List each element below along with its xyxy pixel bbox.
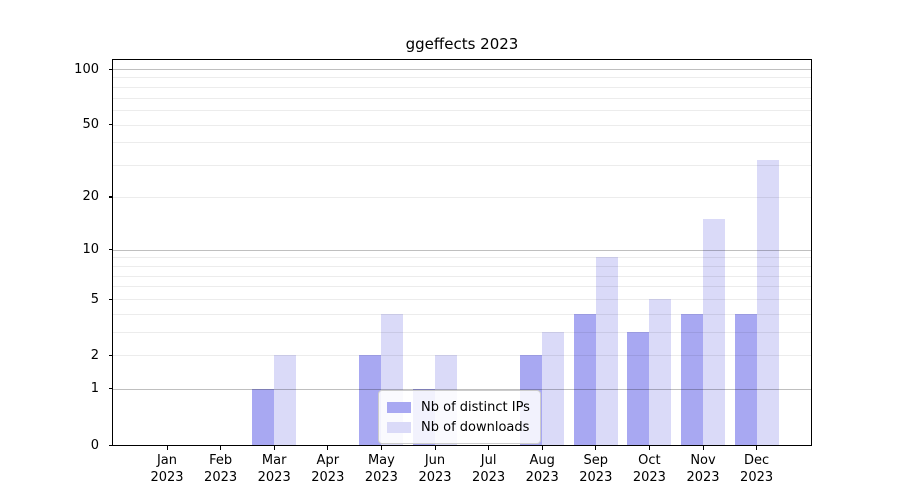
y-tick-label: 5 bbox=[90, 291, 99, 307]
x-tick-mark bbox=[541, 446, 543, 450]
legend-label: Nb of distinct IPs bbox=[421, 399, 530, 415]
bar-downloads bbox=[274, 355, 297, 445]
x-tick-mark bbox=[434, 446, 436, 450]
legend: Nb of distinct IPs Nb of downloads bbox=[378, 390, 541, 444]
x-tick-mark bbox=[488, 446, 490, 450]
x-tick-mark bbox=[220, 446, 222, 450]
legend-swatch bbox=[387, 421, 411, 433]
gridline-major bbox=[113, 69, 811, 70]
bar-downloads bbox=[542, 332, 565, 445]
x-tick-label: Sep 2023 bbox=[579, 453, 613, 485]
bar-downloads bbox=[756, 160, 779, 445]
y-tick-label: 10 bbox=[82, 242, 99, 258]
y-tick-mark bbox=[109, 444, 113, 446]
bar-distinct-ips bbox=[681, 313, 703, 445]
y-tick-label: 1 bbox=[90, 381, 99, 397]
gridline-minor bbox=[113, 313, 811, 315]
y-tick-mark bbox=[109, 68, 113, 70]
chart-title: ggeffects 2023 bbox=[405, 35, 519, 53]
x-tick-label: Jul 2023 bbox=[472, 453, 506, 485]
x-tick-label: Jun 2023 bbox=[418, 453, 452, 485]
x-tick-mark bbox=[595, 446, 597, 450]
bar-downloads bbox=[649, 299, 672, 445]
x-tick-label: Nov 2023 bbox=[686, 453, 720, 485]
gridline-minor bbox=[113, 97, 811, 99]
y-tick-mark bbox=[109, 388, 113, 390]
y-tick-label: 100 bbox=[74, 61, 99, 77]
bar-distinct-ips bbox=[252, 388, 275, 445]
plot-inner bbox=[113, 60, 811, 445]
gridline-minor bbox=[113, 124, 811, 126]
gridline-minor bbox=[113, 275, 811, 277]
y-tick-label: 2 bbox=[90, 347, 99, 363]
gridline-minor bbox=[113, 257, 811, 259]
x-tick-label: Jan 2023 bbox=[150, 453, 184, 485]
x-tick-mark bbox=[380, 446, 383, 450]
gridline-minor bbox=[113, 77, 811, 79]
gridline-minor bbox=[113, 265, 811, 267]
x-tick-mark bbox=[702, 446, 704, 450]
x-tick-label: Apr 2023 bbox=[311, 453, 345, 485]
gridline-minor bbox=[113, 86, 811, 88]
x-tick-mark bbox=[327, 446, 329, 450]
legend-row: Nb of downloads bbox=[387, 417, 530, 437]
bar-distinct-ips bbox=[627, 332, 650, 445]
bar-distinct-ips bbox=[359, 355, 382, 445]
x-tick-label: Oct 2023 bbox=[632, 453, 666, 485]
bar-distinct-ips bbox=[573, 313, 596, 445]
gridline-minor bbox=[113, 165, 811, 167]
y-tick-mark bbox=[109, 124, 113, 126]
gridline-minor bbox=[113, 299, 811, 301]
plot-area bbox=[112, 59, 812, 446]
y-tick-mark bbox=[109, 196, 113, 198]
legend-row: Nb of distinct IPs bbox=[387, 397, 530, 417]
gridline-minor bbox=[113, 332, 811, 334]
bar-downloads bbox=[703, 219, 725, 445]
y-tick-label: 0 bbox=[90, 437, 99, 453]
y-tick-mark bbox=[109, 354, 113, 357]
gridline-minor bbox=[113, 196, 811, 198]
x-tick-label: Dec 2023 bbox=[740, 453, 774, 485]
bar-downloads bbox=[595, 257, 618, 445]
x-tick-mark bbox=[166, 446, 168, 450]
gridline-minor bbox=[113, 142, 811, 144]
x-tick-mark bbox=[756, 446, 758, 450]
y-tick-mark bbox=[109, 249, 113, 251]
gridline-minor bbox=[113, 110, 811, 112]
gridline-major bbox=[113, 249, 811, 251]
x-tick-mark bbox=[273, 446, 275, 450]
legend-swatch bbox=[387, 401, 411, 413]
y-tick-mark bbox=[109, 298, 113, 300]
legend-label: Nb of downloads bbox=[421, 419, 530, 435]
x-tick-label: Feb 2023 bbox=[204, 453, 238, 485]
y-tick-label: 50 bbox=[82, 117, 99, 133]
x-tick-label: May 2023 bbox=[364, 453, 398, 485]
bar-distinct-ips bbox=[734, 313, 757, 445]
x-tick-mark bbox=[648, 446, 651, 450]
x-tick-label: Mar 2023 bbox=[257, 453, 291, 485]
x-tick-label: Aug 2023 bbox=[525, 453, 559, 485]
gridline-minor bbox=[113, 286, 811, 288]
y-tick-label: 20 bbox=[82, 189, 99, 205]
gridline-major bbox=[113, 388, 811, 390]
gridline-minor bbox=[113, 355, 811, 357]
